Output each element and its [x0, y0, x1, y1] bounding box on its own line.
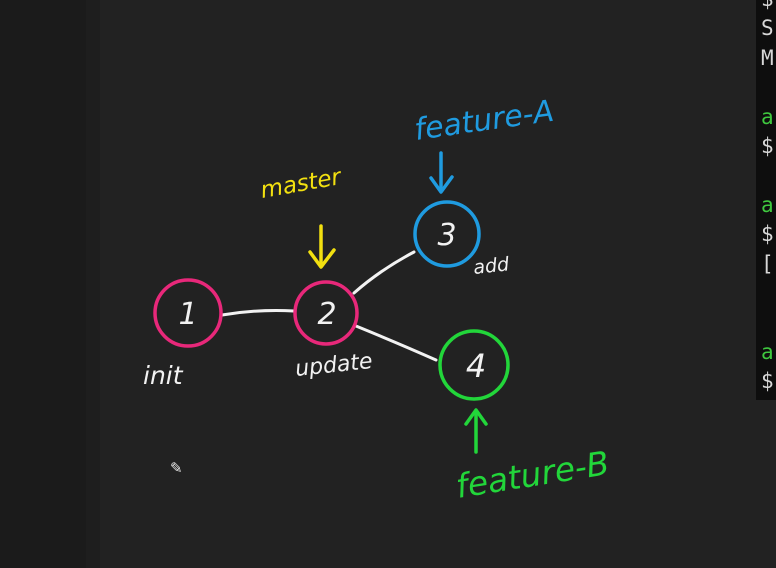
pencil-cursor-icon: ✎ [170, 459, 183, 477]
commit-id-2: 2 [317, 297, 336, 332]
commit-node-2: 2 [293, 280, 359, 346]
arrow-down-icon [429, 151, 454, 194]
terminal-lines: $ SMa $ a $ [ a $ [761, 0, 774, 396]
commit-id-1: 1 [178, 297, 197, 332]
panel-divider [86, 0, 100, 568]
arrow-up-icon [464, 408, 488, 454]
commit-node-1: 1 [153, 278, 223, 348]
left-dark-panel [0, 0, 86, 568]
terminal-line: $ [761, 0, 774, 14]
terminal-line: $ [761, 369, 774, 394]
commit-circle-3 [413, 200, 481, 268]
edge-2-3 [352, 250, 416, 295]
terminal-line: a [761, 339, 774, 364]
edge-1-2 [220, 309, 296, 317]
commit-id-4: 4 [466, 347, 486, 385]
edge-2-4 [354, 324, 438, 362]
commit-node-3: 3 [413, 200, 481, 268]
commit-label-add: add [472, 253, 511, 279]
arrow-down-icon [308, 224, 336, 269]
terminal-line: $ [761, 133, 774, 158]
terminal-line: [ [761, 251, 774, 276]
commit-id-3: 3 [437, 218, 456, 253]
terminal-line: M [761, 45, 774, 70]
commit-node-4: 4 [438, 329, 510, 401]
terminal-line: a [761, 192, 774, 217]
branch-label-master: master [259, 164, 345, 204]
branch-label-feature-a: feature-A [412, 94, 556, 148]
commit-label-init: init [143, 361, 184, 390]
terminal-line: $ [761, 222, 774, 247]
commit-circle-2 [293, 280, 359, 346]
commit-label-update: update [294, 349, 374, 382]
terminal-line: S [761, 16, 774, 41]
commit-circle-4 [438, 329, 510, 401]
terminal-panel: $ SMa $ a $ [ a $ [756, 0, 776, 400]
commit-circle-1 [153, 278, 223, 348]
terminal-line: a [761, 104, 774, 129]
